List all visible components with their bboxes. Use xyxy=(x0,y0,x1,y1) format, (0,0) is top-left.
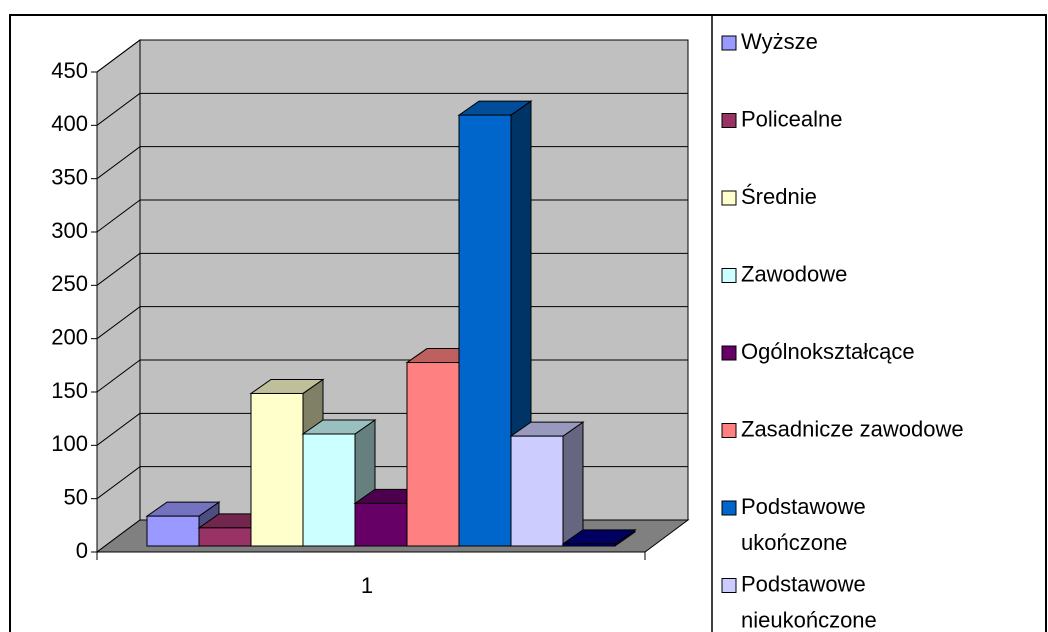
legend-swatch xyxy=(721,345,737,361)
legend-swatch xyxy=(721,190,737,206)
y-tick-label: 150 xyxy=(51,378,88,403)
grid-line xyxy=(96,252,141,286)
y-tick-label: 200 xyxy=(51,324,88,349)
legend-swatch xyxy=(721,268,737,283)
grid-line xyxy=(96,39,141,73)
grid-line xyxy=(96,412,141,446)
legend-line: ukończone xyxy=(741,530,847,555)
legend-label: Wyższe xyxy=(741,29,818,54)
y-tick-label: 100 xyxy=(51,431,88,456)
legend-swatch xyxy=(721,578,737,593)
bar-front xyxy=(354,502,408,547)
legend-label: Średnie xyxy=(741,184,817,209)
bar xyxy=(509,421,585,547)
y-tick-label: 250 xyxy=(51,271,88,296)
legend-swatch xyxy=(721,423,737,438)
legend-label: Zasadnicze zawodowe xyxy=(741,416,964,441)
bar-front xyxy=(198,527,252,547)
y-tick-label: 50 xyxy=(64,484,88,509)
legend-swatch xyxy=(721,35,737,51)
bar-front xyxy=(562,543,616,547)
legend-label: Zawodowe xyxy=(741,261,847,286)
y-tick-label: 400 xyxy=(51,111,88,136)
bar xyxy=(561,528,637,547)
grid-line xyxy=(96,92,141,126)
y-tick-label: 0 xyxy=(76,538,88,563)
bar-front xyxy=(406,362,460,547)
x-tick-label: 1 xyxy=(361,573,373,598)
grid-line xyxy=(96,306,141,340)
bar-front xyxy=(510,435,564,547)
grid-line xyxy=(96,466,141,500)
grid-line xyxy=(96,146,141,180)
legend-line: nieukończone xyxy=(741,607,877,632)
y-tick-label: 350 xyxy=(51,164,88,189)
legend-swatch xyxy=(721,113,737,128)
legend-line: Podstawowe xyxy=(741,494,872,519)
grid-line xyxy=(96,199,141,233)
legend-label: Ogólnokształcące xyxy=(741,339,915,364)
bar-front xyxy=(458,114,512,547)
bar-front xyxy=(302,433,356,547)
y-tick-label: 450 xyxy=(51,58,88,83)
legend-label: Podstawowe nieukończone xyxy=(741,571,877,632)
bar-front xyxy=(146,515,200,547)
legend-label: Podstawowe ukończone xyxy=(741,494,872,555)
grid-line xyxy=(96,359,141,393)
legend-label: Policealne xyxy=(741,106,843,131)
legend-swatch xyxy=(721,500,737,516)
y-tick-label: 300 xyxy=(51,218,88,243)
bar-side xyxy=(562,421,584,547)
legend-line: Podstawowe xyxy=(741,571,872,596)
bar-front xyxy=(250,392,304,547)
side-wall xyxy=(96,39,141,553)
